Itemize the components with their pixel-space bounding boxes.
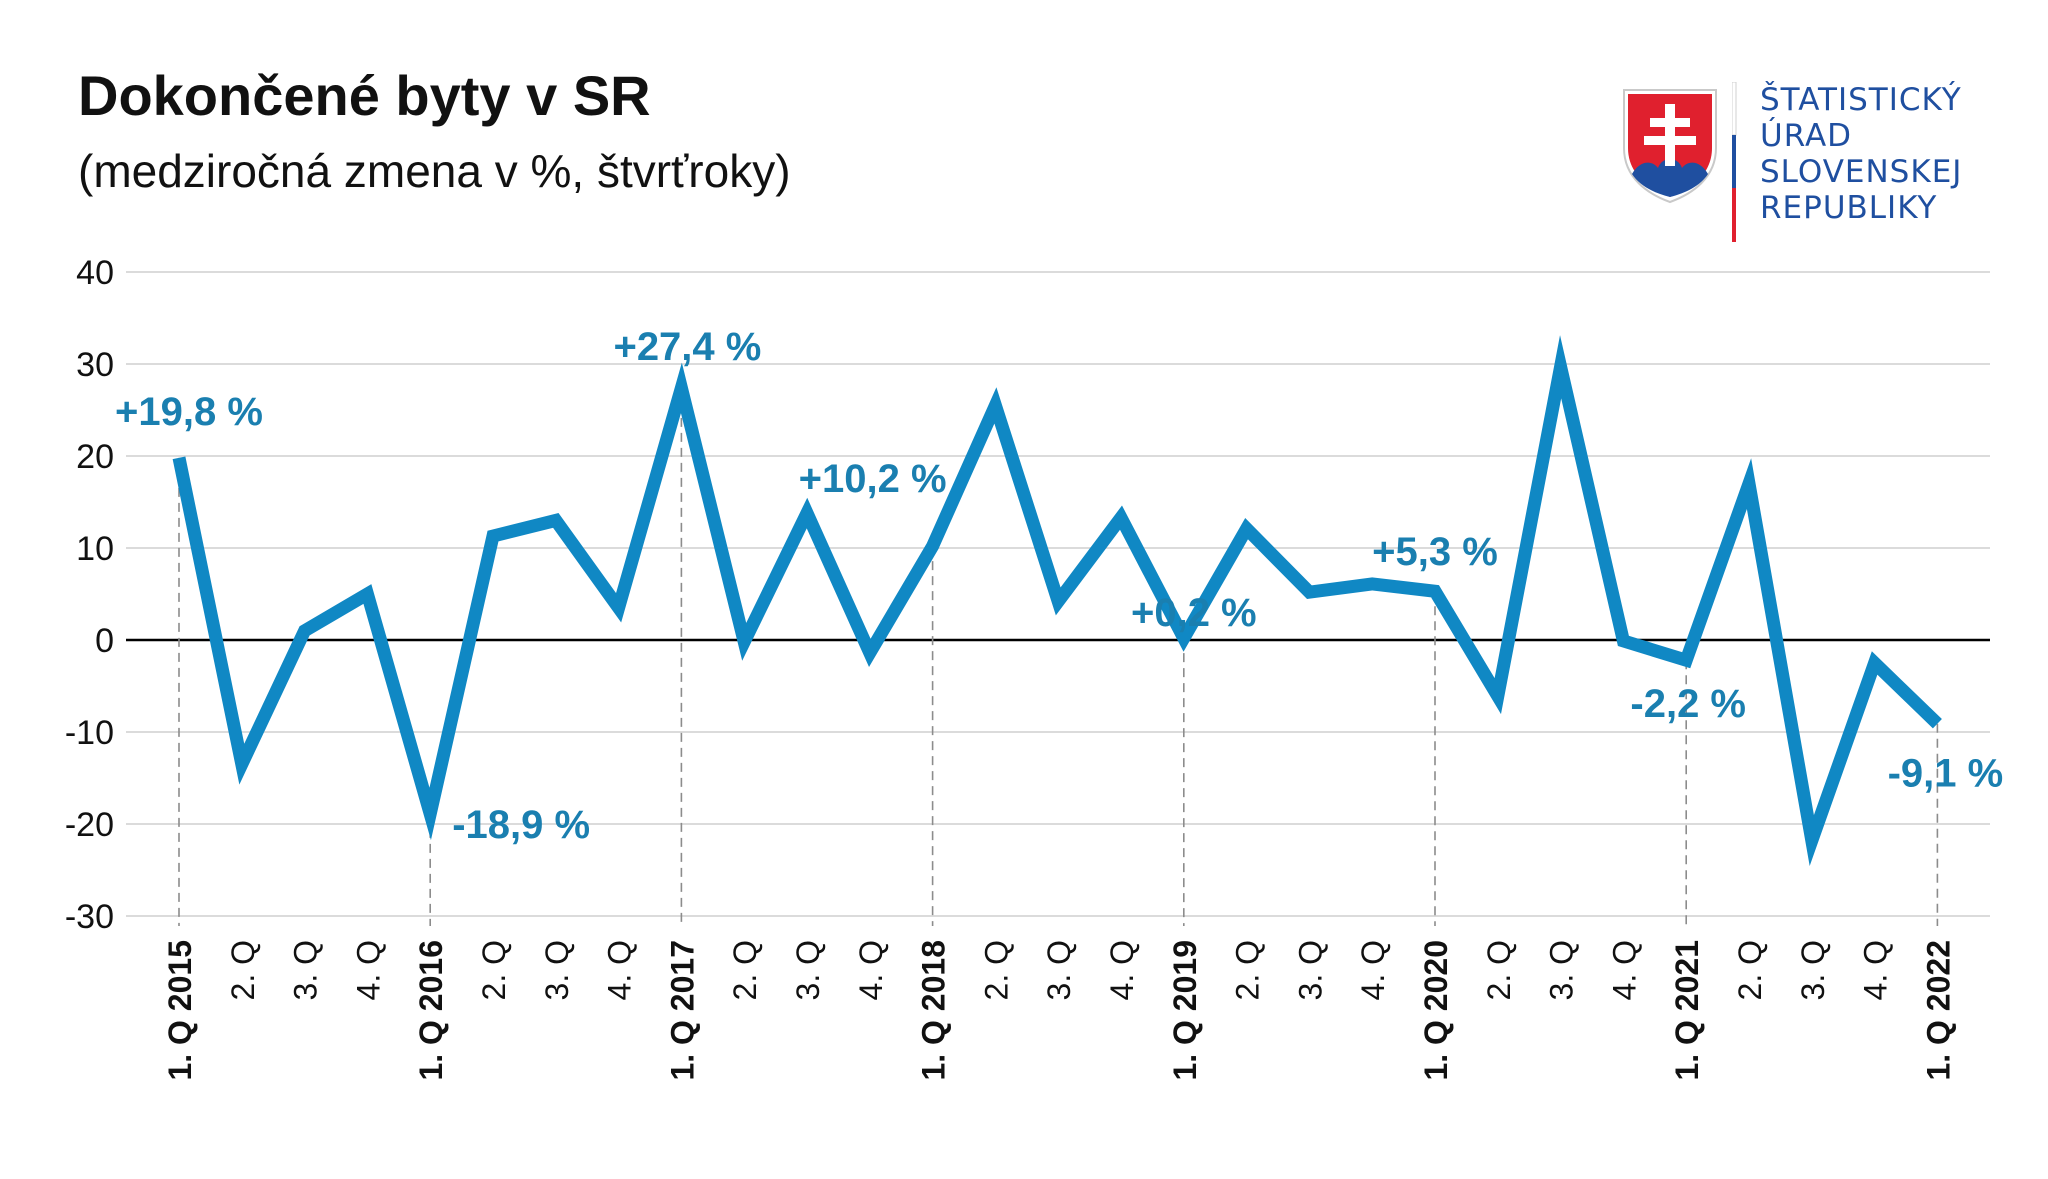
x-tick-label: 2. Q: [225, 940, 261, 1000]
x-tick-label: 1. Q 2018: [916, 940, 952, 1081]
x-tick-label: 2. Q: [1732, 940, 1768, 1000]
chart-subtitle: (medziročná zmena v %, štvrťroky): [78, 145, 791, 197]
x-tick-label: 4. Q: [853, 940, 889, 1000]
x-tick-label: 4. Q: [350, 940, 386, 1000]
slovak-coat-of-arms-icon: [1623, 89, 1717, 204]
data-label: +0,2 %: [1131, 591, 1257, 635]
x-tick-label: 1. Q 2015: [162, 940, 198, 1081]
logo-line: ÚRAD: [1760, 118, 1853, 154]
x-tick-label: 3. Q: [1544, 940, 1580, 1000]
y-tick-label: 30: [76, 346, 114, 384]
x-tick-label: 4. Q: [1606, 940, 1642, 1000]
x-tick-label: 3. Q: [790, 940, 826, 1000]
statistical-office-logo: ŠTATISTICKÝ ÚRAD SLOVENSKEJ REPUBLIKY: [1620, 82, 2020, 242]
x-tick-label: 2. Q: [978, 940, 1014, 1000]
x-tick-label: 1. Q 2017: [664, 940, 700, 1081]
logo-divider-icon: [1732, 82, 1737, 242]
x-tick-label: 3. Q: [539, 940, 575, 1000]
data-label: +27,4 %: [613, 325, 761, 369]
x-tick-label: 4. Q: [1355, 940, 1391, 1000]
x-tick-label: 3. Q: [288, 940, 324, 1000]
logo-text: ŠTATISTICKÝ ÚRAD SLOVENSKEJ REPUBLIKY: [1760, 82, 1962, 226]
logo-line: REPUBLIKY: [1760, 190, 1938, 226]
x-tick-label: 2. Q: [476, 940, 512, 1000]
x-tick-label: 1. Q 2020: [1418, 940, 1454, 1081]
x-tick-label: 4. Q: [1858, 940, 1894, 1000]
x-tick-label: 1. Q 2021: [1669, 940, 1705, 1081]
data-label: +10,2 %: [799, 457, 947, 501]
y-tick-label: -20: [65, 806, 114, 844]
x-tick-label: 1. Q 2016: [413, 940, 449, 1081]
data-label: -9,1 %: [1888, 752, 2004, 796]
x-tick-label: 1. Q 2022: [1920, 940, 1956, 1081]
data-label: -18,9 %: [452, 803, 590, 847]
y-tick-label: 0: [95, 622, 114, 660]
y-tick-label: -30: [65, 898, 114, 936]
x-tick-label: 3. Q: [1041, 940, 1077, 1000]
data-label: +5,3 %: [1372, 530, 1498, 574]
x-tick-label: 2. Q: [727, 940, 763, 1000]
x-tick-label: 2. Q: [1481, 940, 1517, 1000]
logo-line: ŠTATISTICKÝ: [1760, 82, 1962, 118]
x-tick-label: 1. Q 2019: [1167, 940, 1203, 1081]
chart-title: Dokončené byty v SR: [78, 64, 651, 127]
x-tick-label: 3. Q: [1795, 940, 1831, 1000]
data-label: +19,8 %: [115, 390, 263, 434]
x-tick-label: 4. Q: [602, 940, 638, 1000]
y-tick-label: 10: [76, 530, 114, 568]
data-label: -2,2 %: [1630, 682, 1746, 726]
x-tick-label: 4. Q: [1104, 940, 1140, 1000]
x-tick-label: 2. Q: [1230, 940, 1266, 1000]
logo-line: SLOVENSKEJ: [1760, 154, 1963, 190]
x-tick-label: 3. Q: [1292, 940, 1328, 1000]
y-tick-label: 40: [76, 254, 114, 292]
y-tick-label: -10: [65, 714, 114, 752]
y-tick-label: 20: [76, 438, 114, 476]
series-line: [172, 335, 1942, 867]
